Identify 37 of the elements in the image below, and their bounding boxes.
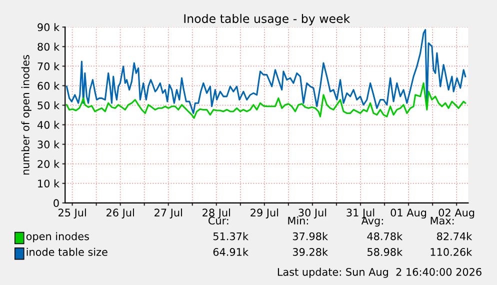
y-tick-label: 60 k <box>38 82 60 90</box>
y-tick-label: 80 k <box>38 42 60 51</box>
text: Max: <box>430 216 454 225</box>
y-tick-label: 20 k <box>38 160 60 168</box>
legend-label: open inodes <box>26 232 89 242</box>
x-tick-label: 02 Aug <box>438 208 474 219</box>
y-tick-label: 0 <box>54 199 59 208</box>
x-tick-label: 29 Jul <box>250 208 278 218</box>
y-tick-label: 10 k <box>38 179 60 188</box>
text: Last update: Sun Aug 2 16:40:00 2026 <box>278 268 482 278</box>
line-series <box>66 82 466 119</box>
y-tick-label: 40 k <box>37 120 60 129</box>
y-tick-label: 90 k <box>38 23 60 32</box>
text: Avg: <box>361 216 383 227</box>
y-tick-label: 70 k <box>38 62 60 70</box>
x-tick-label: 27 Jul <box>154 208 182 218</box>
legend-label: inode table size <box>26 248 108 256</box>
x-tick-label: 25 Jul <box>58 208 86 218</box>
x-tick-label: 30 Jul <box>298 208 326 218</box>
y-tick-label: 50 k <box>38 101 60 110</box>
text: 37.98k <box>292 232 328 240</box>
text: 58.98k <box>368 248 403 256</box>
line-series <box>66 29 466 114</box>
x-tick-label: 31 Jul <box>346 208 374 218</box>
y-tick-label: 30 k <box>38 140 60 148</box>
text: 39.28k <box>292 248 328 256</box>
text: 64.91k <box>213 248 248 256</box>
text: 110.26k <box>430 248 472 256</box>
x-tick-label: 26 Jul <box>106 208 134 218</box>
x-tick-label: 01 Aug <box>390 208 426 219</box>
text: Min: <box>288 216 308 224</box>
text: 48.78k <box>367 232 403 240</box>
text: 82.74k <box>437 232 472 240</box>
text: Cur: <box>208 216 228 225</box>
text: 51.37k <box>213 232 248 240</box>
chart-title: Inode table usage - by week <box>184 14 350 26</box>
y-axis-title: number of open inodes <box>21 55 32 175</box>
